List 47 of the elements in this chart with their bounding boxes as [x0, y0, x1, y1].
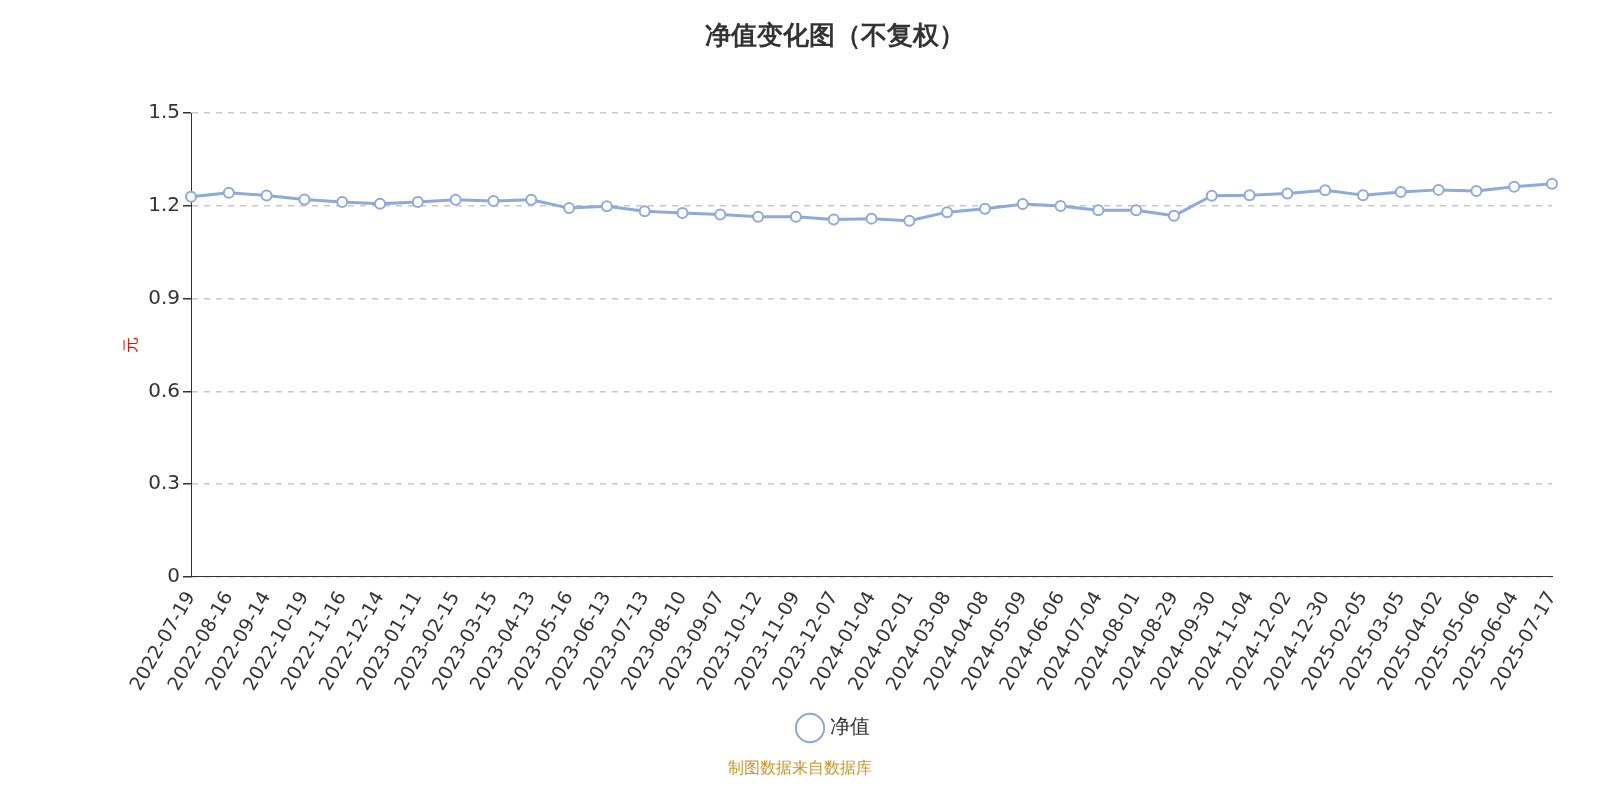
point [600, 200, 613, 213]
point [1432, 183, 1445, 196]
point [449, 193, 462, 206]
text: 制图数据来自数据库 [727, 758, 873, 779]
point [1281, 187, 1294, 200]
legend-label: 净值 [830, 714, 870, 739]
point [1167, 209, 1180, 222]
point [336, 195, 349, 208]
point [1508, 180, 1521, 193]
point [374, 197, 387, 210]
point [1054, 199, 1067, 212]
point [1356, 189, 1369, 202]
point [941, 206, 954, 219]
point [638, 205, 651, 218]
point [1092, 204, 1105, 217]
point [1470, 185, 1483, 198]
point [525, 193, 538, 206]
y-tick-label: 0.9 [148, 284, 181, 309]
point [1546, 177, 1558, 190]
point [563, 202, 576, 215]
point [789, 210, 802, 223]
y-tick-label: 0.3 [148, 470, 181, 495]
point [1394, 186, 1407, 199]
y-tick-label: 0.6 [148, 377, 181, 402]
point [260, 189, 273, 202]
point [1243, 189, 1256, 202]
y-tick-label: 1.5 [148, 99, 181, 124]
point [185, 190, 198, 203]
point [903, 214, 916, 227]
point [865, 212, 878, 225]
point [1205, 189, 1218, 202]
point [1319, 184, 1332, 197]
point [298, 193, 311, 206]
point [1016, 198, 1029, 211]
point [411, 195, 424, 208]
point [1130, 204, 1143, 217]
y-axis-title: 元 [120, 337, 140, 354]
y-tick-label: 1.2 [148, 192, 181, 217]
point [714, 208, 727, 221]
point [487, 195, 500, 208]
y-tick-label: 0 [167, 563, 181, 588]
point [676, 207, 689, 220]
point [827, 213, 840, 226]
chart-title: 净值变化图（不复权） [705, 20, 965, 51]
point [978, 202, 991, 215]
point [222, 186, 235, 199]
point [752, 210, 765, 223]
